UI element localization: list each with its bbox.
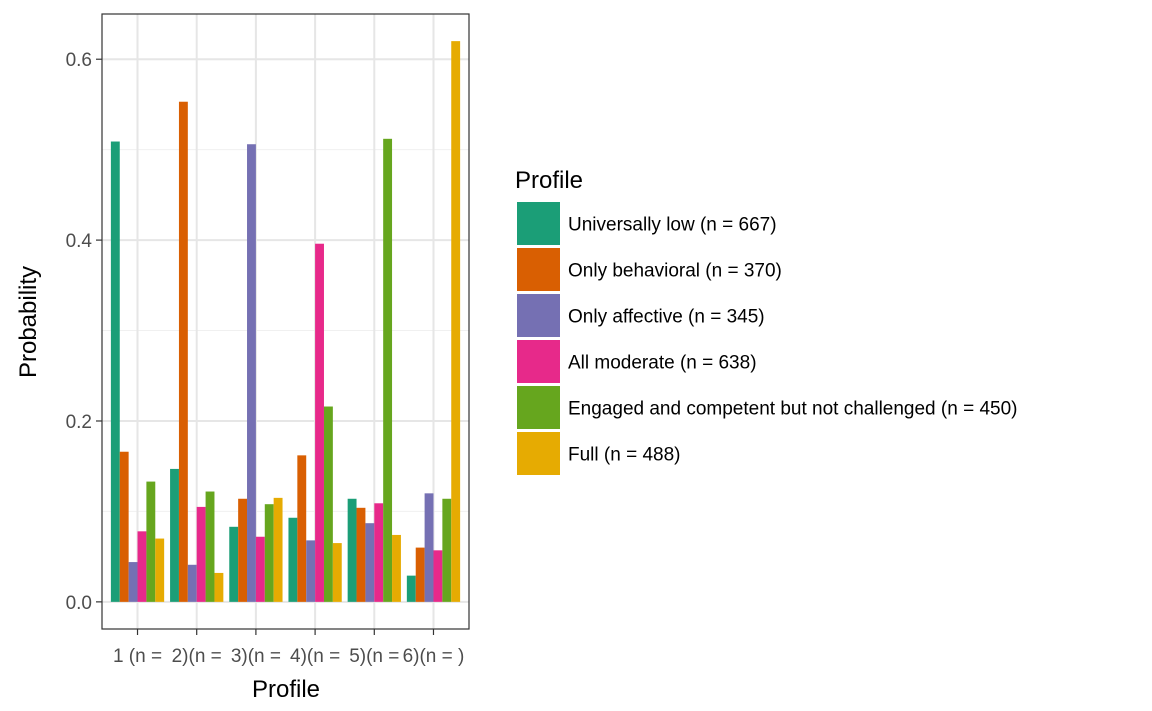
bar [187, 564, 197, 602]
bar [356, 507, 366, 602]
bar [323, 406, 333, 602]
bar [442, 498, 452, 602]
bar [433, 550, 443, 602]
legend-key [517, 386, 560, 429]
bar [424, 493, 434, 602]
bar [374, 503, 384, 602]
bar [415, 547, 425, 602]
grid [102, 14, 469, 629]
bar [264, 504, 274, 602]
legend-title: Profile [515, 167, 583, 194]
bar [451, 41, 461, 602]
y-tick-label: 0.0 [66, 593, 92, 614]
bar [214, 572, 224, 602]
legend: Profile Universally low (n = 667) Only be… [515, 167, 1017, 475]
legend-key [517, 294, 560, 337]
axes: 0.00.20.40.61 (n = 2)(n = 3)(n = 4)(n = … [66, 50, 465, 667]
bar [110, 141, 120, 602]
bar [128, 562, 138, 602]
y-tick-label: 0.4 [66, 231, 93, 252]
bar [297, 455, 307, 602]
bar [332, 543, 342, 602]
y-axis-title: Probability [15, 266, 42, 378]
bar [255, 536, 265, 602]
x-axis-title: Profile [252, 676, 320, 703]
legend-key [517, 432, 560, 475]
bar [406, 575, 416, 602]
bar [119, 451, 129, 602]
bar [196, 506, 206, 602]
bars [110, 41, 461, 602]
bar [273, 497, 283, 602]
bar [178, 101, 188, 602]
legend-label: Full (n = 488) [568, 445, 680, 466]
legend-label: All moderate (n = 638) [568, 353, 757, 374]
x-tick-label: 6)(n = ) [403, 646, 465, 667]
bar [347, 498, 357, 602]
bar [315, 243, 324, 602]
bar [247, 144, 256, 602]
bar [238, 498, 248, 602]
panel-border [101, 13, 470, 630]
x-tick-label: 5)(n = [349, 646, 399, 667]
bar [365, 523, 375, 602]
legend-key [517, 248, 560, 291]
legend-label: Universally low (n = 667) [568, 215, 777, 236]
bar [383, 138, 393, 602]
legend-label: Only affective (n = 345) [568, 307, 765, 328]
legend-label: Engaged and competent but not challenged… [568, 399, 1017, 420]
bar [306, 540, 316, 602]
bar [155, 538, 165, 602]
legend-label: Only behavioral (n = 370) [568, 261, 782, 282]
y-tick-label: 0.2 [66, 412, 92, 433]
x-tick-label: 4)(n = [290, 646, 340, 667]
bar [392, 534, 401, 602]
bar [229, 526, 239, 602]
bar [205, 491, 215, 602]
legend-key [517, 340, 560, 383]
x-tick-label: 3)(n = [231, 646, 281, 667]
legend-key [517, 202, 560, 245]
bar [288, 517, 298, 602]
panel-background [102, 14, 469, 629]
y-tick-label: 0.6 [66, 50, 92, 71]
bar [146, 481, 156, 602]
x-tick-label: 2)(n = [172, 646, 222, 667]
bar [170, 468, 179, 602]
x-tick-label: 1 (n = [113, 646, 162, 667]
bar [137, 531, 147, 602]
